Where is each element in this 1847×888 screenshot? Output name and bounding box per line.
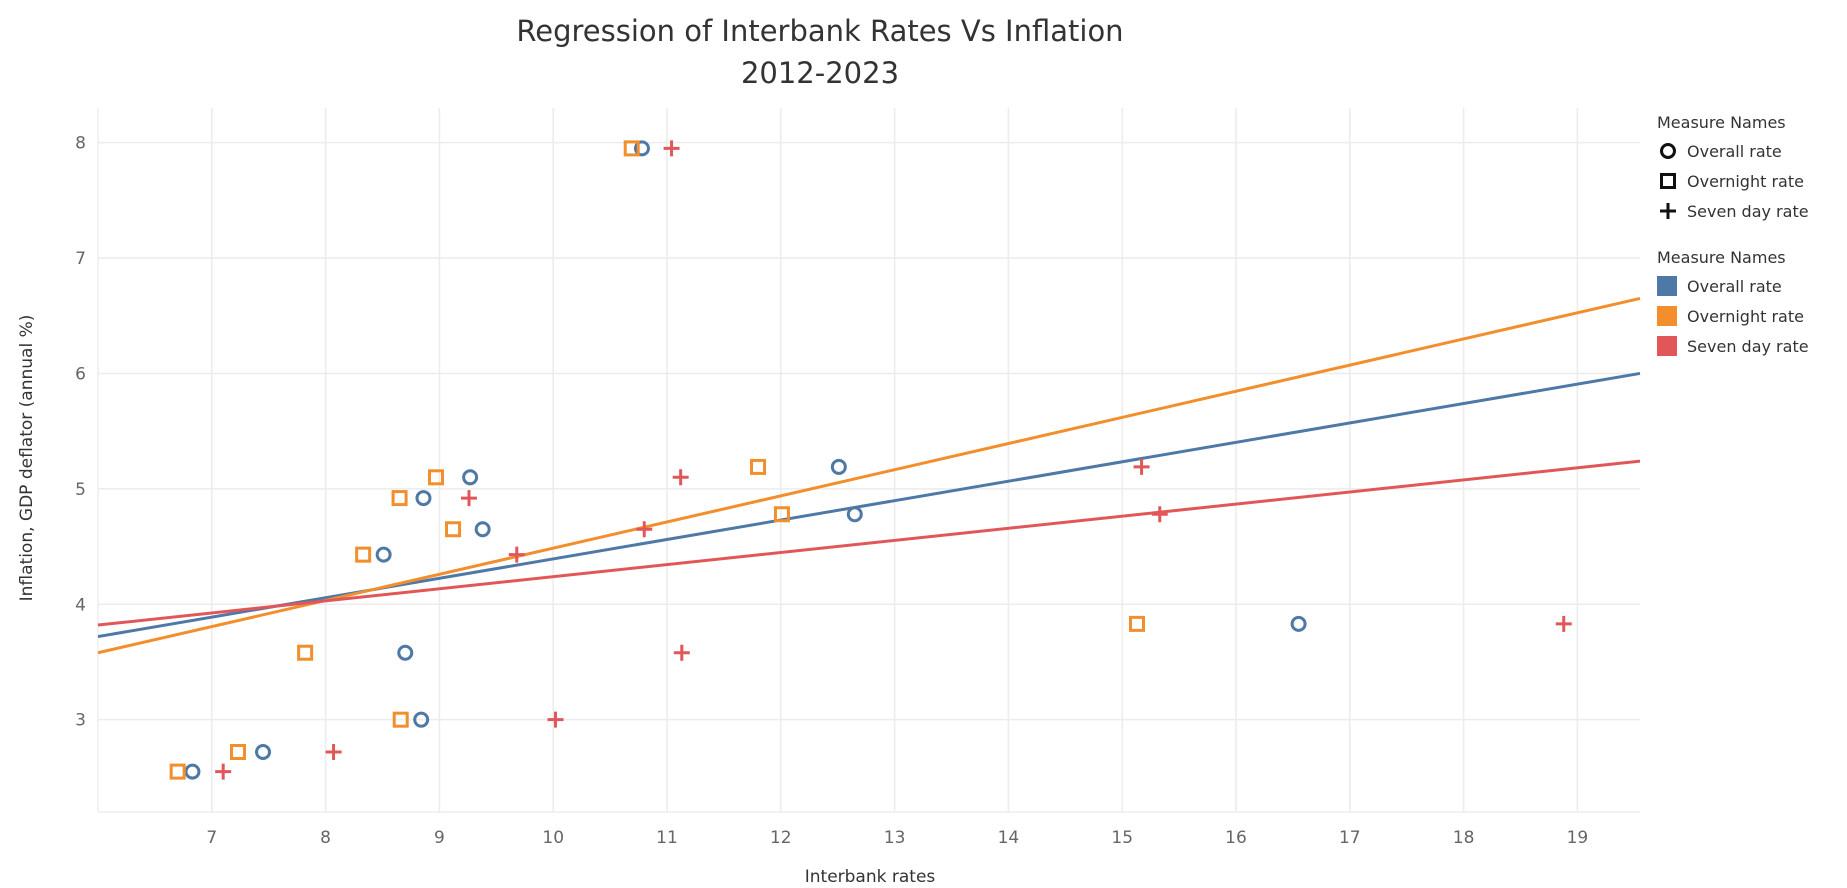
data-point	[636, 521, 653, 538]
x-tick-label: 18	[1453, 828, 1475, 848]
data-point	[750, 458, 767, 475]
grid-layer	[98, 108, 1640, 812]
data-point	[392, 711, 409, 728]
color-swatch	[1657, 336, 1677, 356]
legend-label: Overnight rate	[1687, 171, 1804, 191]
data-point	[355, 546, 372, 563]
y-tick-label: 3	[75, 711, 86, 731]
legend-label: Seven day rate	[1687, 336, 1809, 356]
data-point	[297, 644, 314, 661]
color-legend: Measure Names Overall rate Overnight rate…	[1657, 248, 1809, 361]
data-point	[460, 490, 477, 507]
data-point	[169, 763, 186, 780]
data-point	[375, 546, 392, 563]
data-point	[1133, 458, 1150, 475]
x-tick-label: 15	[1111, 828, 1133, 848]
data-point	[391, 490, 408, 507]
data-point	[474, 521, 491, 538]
circle-marker-icon	[1660, 143, 1676, 159]
data-point	[830, 458, 847, 475]
axis-layer: 7 8 9 10 11 12 13 14 15 16 17 18 19 3 4 5 6 7 8	[75, 108, 1640, 848]
x-tick-label: 19	[1567, 828, 1589, 848]
chart-title: Regression of Interbank Rates Vs Inflati…	[0, 10, 1640, 94]
color-legend-title: Measure Names	[1657, 248, 1786, 267]
plus-shape	[1660, 203, 1676, 219]
y-axis-label: Inflation, GDP deflator (annual %)	[17, 315, 37, 602]
data-point	[1555, 615, 1572, 632]
color-legend-item[interactable]: Overall rate	[1657, 271, 1809, 301]
color-swatch	[1657, 276, 1677, 296]
x-tick-label: 9	[434, 828, 445, 848]
trend-line	[97, 459, 1641, 627]
data-point	[1290, 615, 1307, 632]
legend-label: Overall rate	[1687, 276, 1782, 296]
shape-legend-item[interactable]: Overnight rate	[1657, 166, 1809, 196]
data-point	[663, 140, 680, 157]
data-point	[508, 546, 525, 563]
data-point	[413, 711, 430, 728]
x-axis-label: Interbank rates	[805, 867, 936, 887]
shape-legend-title: Measure Names	[1657, 113, 1786, 132]
x-tick-label: 17	[1339, 828, 1361, 848]
data-point	[623, 140, 640, 157]
color-legend-item[interactable]: Overnight rate	[1657, 301, 1809, 331]
shape-legend-item[interactable]: Overall rate	[1657, 136, 1809, 166]
x-tick-label: 11	[656, 828, 678, 848]
legend-label: Overall rate	[1687, 141, 1782, 161]
data-point	[397, 644, 414, 661]
data-point	[773, 506, 790, 523]
data-point	[415, 490, 432, 507]
trend-layer	[97, 296, 1641, 655]
y-tick-label: 7	[75, 249, 86, 269]
x-tick-label: 10	[542, 828, 564, 848]
data-point	[1151, 506, 1168, 523]
data-point	[184, 763, 201, 780]
chart-title-line: Regression of Interbank Rates Vs Inflati…	[516, 14, 1124, 48]
data-point	[215, 763, 232, 780]
point-layer	[169, 140, 1572, 780]
data-point	[673, 644, 690, 661]
circle-shape	[1660, 143, 1676, 159]
data-point	[445, 521, 462, 538]
shape-legend-item[interactable]: Seven day rate	[1657, 196, 1809, 226]
x-tick-label: 12	[770, 828, 792, 848]
data-point	[846, 506, 863, 523]
data-point	[1129, 615, 1146, 632]
y-tick-label: 8	[75, 134, 86, 154]
y-tick-label: 4	[75, 595, 86, 615]
data-point	[229, 743, 246, 760]
y-tick-label: 6	[75, 364, 86, 384]
x-tick-label: 16	[1225, 828, 1247, 848]
data-point	[427, 469, 444, 486]
plus-marker-icon	[1660, 203, 1676, 219]
shape-legend: Measure Names Overall rate Overnight rate…	[1657, 113, 1809, 226]
data-point	[325, 743, 342, 760]
color-legend-item[interactable]: Seven day rate	[1657, 331, 1809, 361]
trend-line	[97, 296, 1641, 655]
square-marker-icon	[1660, 173, 1676, 189]
x-tick-label: 7	[206, 828, 217, 848]
x-tick-label: 13	[884, 828, 906, 848]
y-tick-label: 5	[75, 480, 86, 500]
legend-label: Seven day rate	[1687, 201, 1809, 221]
x-tick-label: 14	[998, 828, 1020, 848]
chart-subtitle-line: 2012-2023	[740, 56, 900, 90]
data-point	[672, 469, 689, 486]
x-tick-label: 8	[320, 828, 331, 848]
legend-label: Overnight rate	[1687, 306, 1804, 326]
data-point	[462, 469, 479, 486]
trend-line	[97, 371, 1641, 639]
square-shape	[1660, 173, 1676, 189]
data-point	[633, 140, 650, 157]
data-point	[547, 711, 564, 728]
data-point	[255, 743, 272, 760]
color-swatch	[1657, 306, 1677, 326]
